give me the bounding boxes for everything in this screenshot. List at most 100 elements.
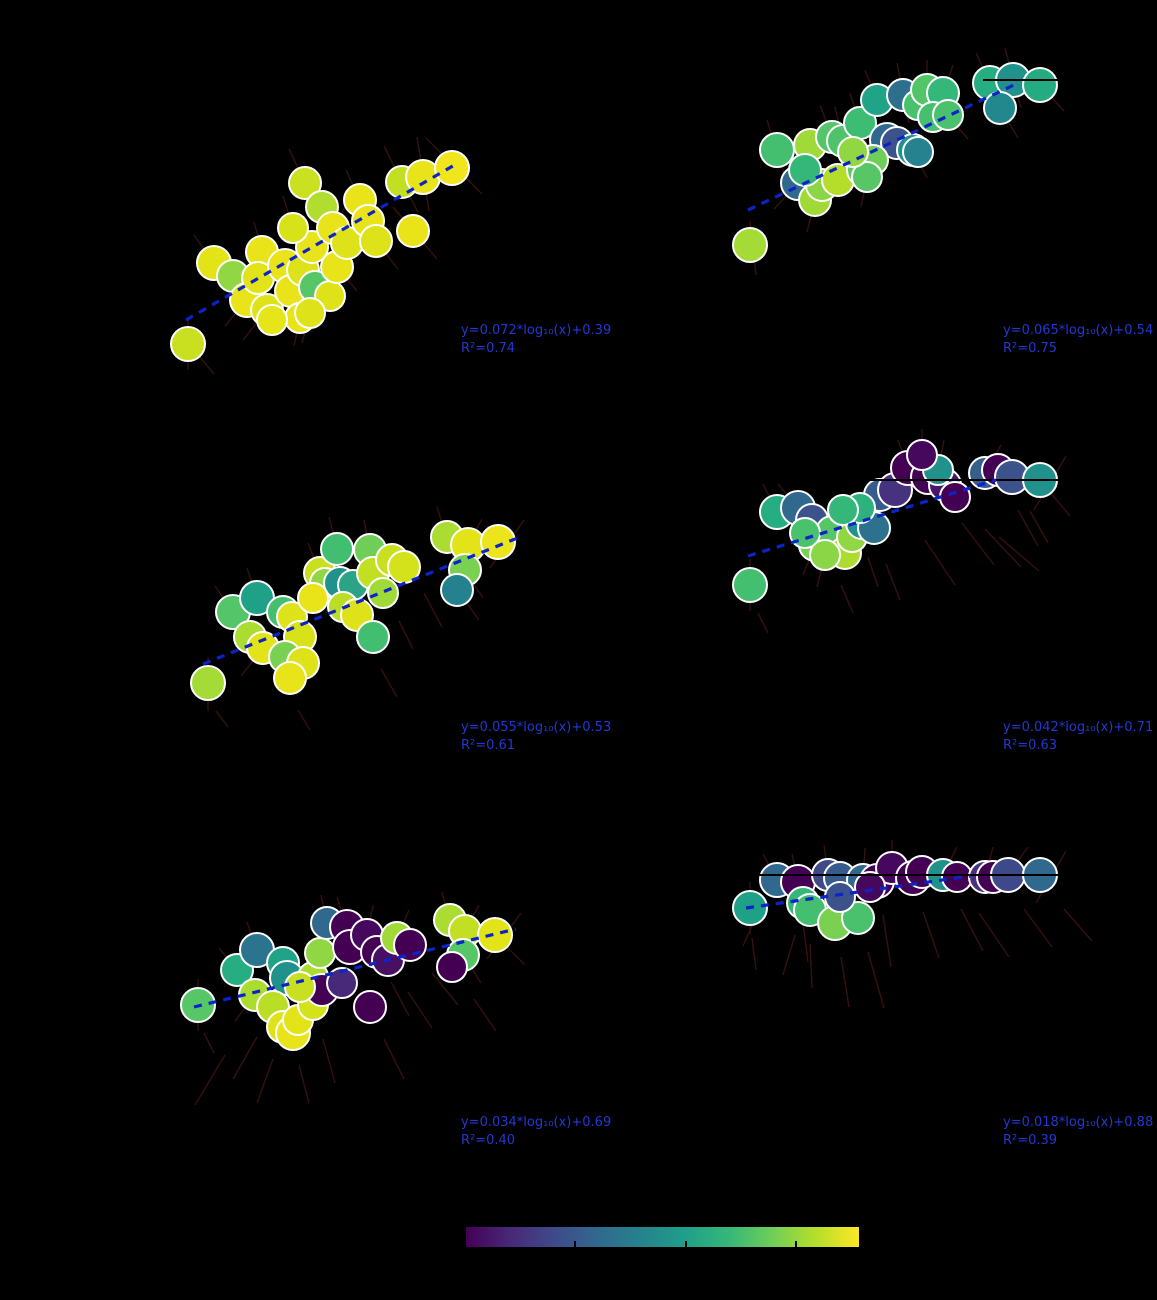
data-point bbox=[854, 871, 886, 903]
regression-line bbox=[747, 82, 1017, 212]
fit-annotation-bottom-left: y=0.034*log₁₀(x)+0.69 R²=0.40 bbox=[461, 1114, 611, 1150]
error-whisker bbox=[809, 943, 813, 989]
r-squared-text: R²=0.61 bbox=[461, 738, 516, 753]
data-point bbox=[256, 304, 288, 336]
data-point bbox=[983, 91, 1017, 125]
fit-annotation-middle-right: y=0.042*log₁₀(x)+0.71 R²=0.63 bbox=[1003, 719, 1153, 755]
error-whisker bbox=[232, 1036, 258, 1080]
data-point bbox=[841, 901, 875, 935]
error-whisker bbox=[383, 1038, 405, 1080]
data-point bbox=[320, 532, 354, 566]
error-whisker bbox=[782, 934, 796, 976]
error-whisker bbox=[194, 1054, 226, 1106]
data-point bbox=[480, 524, 516, 560]
fit-equation-text: y=0.055*log₁₀(x)+0.53 bbox=[461, 720, 612, 735]
data-point bbox=[477, 917, 513, 953]
error-whisker bbox=[998, 536, 1040, 572]
r-squared-text: R²=0.75 bbox=[1003, 341, 1058, 356]
regression-line bbox=[202, 535, 521, 666]
data-point bbox=[367, 577, 399, 609]
data-point bbox=[297, 582, 329, 614]
fit-equation-text: y=0.018*log₁₀(x)+0.88 bbox=[1003, 1115, 1154, 1130]
error-whisker bbox=[390, 981, 410, 1017]
error-whisker bbox=[1017, 509, 1039, 547]
data-point bbox=[932, 99, 964, 131]
data-point bbox=[396, 214, 430, 248]
fit-annotation-top-left: y=0.072*log₁₀(x)+0.39 R²=0.74 bbox=[461, 322, 611, 358]
data-point bbox=[326, 967, 358, 999]
error-whisker bbox=[407, 991, 433, 1029]
data-point bbox=[304, 937, 336, 969]
data-point bbox=[190, 665, 226, 701]
error-whisker bbox=[882, 914, 892, 968]
fit-annotation-bottom-right: y=0.018*log₁₀(x)+0.88 R²=0.39 bbox=[1003, 1114, 1153, 1150]
error-whisker bbox=[473, 998, 497, 1032]
error-whisker bbox=[256, 1058, 274, 1104]
error-whisker bbox=[322, 1038, 336, 1084]
error-whisker bbox=[867, 556, 879, 588]
data-point bbox=[837, 136, 869, 168]
fit-equation-text: y=0.034*log₁₀(x)+0.69 bbox=[461, 1115, 612, 1130]
data-point bbox=[356, 620, 390, 654]
data-point bbox=[939, 481, 971, 513]
error-whisker bbox=[431, 972, 459, 1006]
data-point bbox=[288, 166, 322, 200]
error-whisker bbox=[215, 710, 229, 728]
error-whisker bbox=[757, 612, 769, 634]
data-point bbox=[1022, 67, 1058, 103]
r-squared-text: R²=0.74 bbox=[461, 341, 516, 356]
data-point bbox=[732, 227, 768, 263]
data-point bbox=[436, 951, 468, 983]
error-whisker bbox=[984, 528, 1022, 568]
error-whisker bbox=[961, 522, 995, 566]
data-point bbox=[353, 990, 387, 1024]
error-whisker bbox=[978, 912, 1010, 958]
error-whisker bbox=[867, 951, 885, 1009]
data-point bbox=[759, 132, 795, 168]
data-point bbox=[851, 161, 883, 193]
fit-equation-text: y=0.072*log₁₀(x)+0.39 bbox=[461, 323, 612, 338]
regression-line bbox=[745, 874, 971, 910]
error-whisker bbox=[840, 956, 850, 1008]
colorbar bbox=[466, 1227, 859, 1252]
data-point bbox=[906, 439, 938, 471]
colorbar-tick bbox=[574, 1241, 576, 1252]
r-squared-text: R²=0.39 bbox=[1003, 1133, 1058, 1148]
error-whisker bbox=[885, 563, 901, 601]
error-whisker bbox=[1029, 510, 1049, 544]
error-whisker bbox=[751, 937, 757, 971]
regression-line bbox=[193, 927, 517, 1009]
error-whisker bbox=[398, 620, 414, 650]
data-point bbox=[273, 661, 307, 695]
data-point bbox=[824, 881, 856, 913]
data-point bbox=[277, 212, 309, 244]
data-point bbox=[902, 136, 934, 168]
fit-annotation-middle-left: y=0.055*log₁₀(x)+0.53 R²=0.61 bbox=[461, 719, 611, 755]
data-point bbox=[809, 539, 841, 571]
regression-line bbox=[747, 478, 997, 558]
data-point bbox=[284, 971, 316, 1003]
error-whisker bbox=[960, 908, 984, 952]
data-point bbox=[294, 297, 326, 329]
regression-line bbox=[185, 161, 459, 322]
error-whisker bbox=[380, 668, 398, 698]
r-squared-text: R²=0.40 bbox=[461, 1133, 516, 1148]
fit-annotation-top-right: y=0.065*log₁₀(x)+0.54 R²=0.75 bbox=[1003, 322, 1153, 358]
colorbar-tick bbox=[795, 1241, 797, 1252]
r-squared-text: R²=0.63 bbox=[1003, 738, 1058, 753]
error-whisker bbox=[298, 1064, 310, 1104]
data-point bbox=[440, 573, 474, 607]
error-whisker bbox=[924, 539, 956, 586]
error-whisker bbox=[203, 1032, 215, 1054]
data-point bbox=[827, 494, 859, 526]
error-whisker bbox=[1023, 908, 1053, 948]
data-point bbox=[359, 224, 393, 258]
data-point bbox=[170, 326, 206, 362]
colorbar-gradient bbox=[466, 1227, 859, 1247]
fit-equation-text: y=0.065*log₁₀(x)+0.54 bbox=[1003, 323, 1154, 338]
colorbar-tick bbox=[685, 1241, 687, 1252]
data-point bbox=[788, 153, 822, 187]
data-point bbox=[732, 567, 768, 603]
